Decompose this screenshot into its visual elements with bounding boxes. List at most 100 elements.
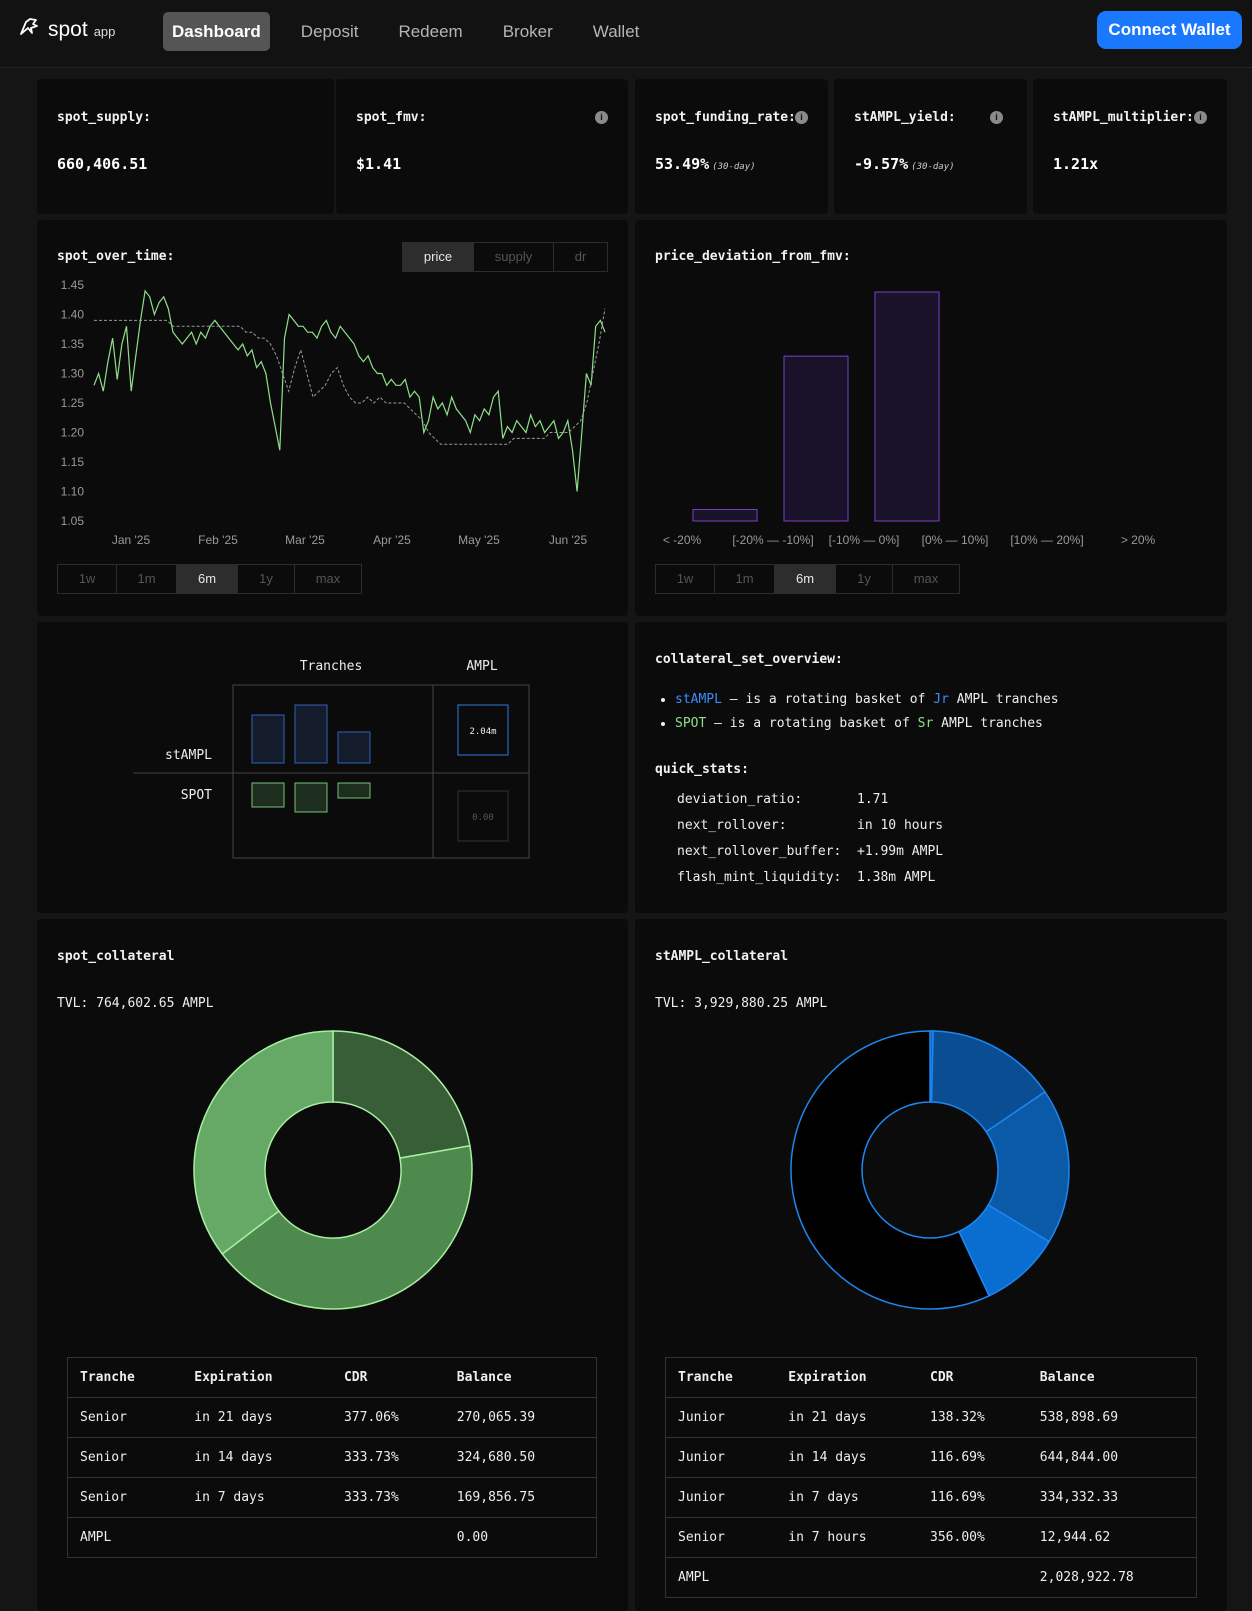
info-icon[interactable]: i — [1194, 111, 1207, 124]
table-cell — [918, 1557, 1028, 1598]
nav-link-broker[interactable]: Broker — [502, 22, 553, 41]
y-tick-label: 1.40 — [61, 308, 85, 322]
x-tick-label: Jan '25 — [112, 533, 151, 547]
deviation-bar-chart: < -20% [-20% — -10%] [-10% — 0%] [0% — 10%]… — [663, 291, 1156, 547]
tab-1m[interactable]: 1m — [715, 565, 775, 593]
tab-supply[interactable]: supply — [474, 243, 554, 271]
y-tick-label: 1.15 — [61, 455, 85, 469]
table-cell: 116.69% — [918, 1437, 1028, 1478]
table-header-row: Tranche Expiration CDR Balance — [67, 1357, 597, 1398]
tab-max[interactable]: max — [913, 571, 939, 586]
top-nav: spot app Dashboard Deposit Redeem Broker Wal… — [0, 0, 1252, 68]
token-name: stAMPL — [675, 692, 722, 707]
column-header: CDR — [331, 1357, 445, 1398]
quick-stat-key: next_rollover_buffer: — [677, 844, 842, 859]
x-tick-label: [-20% — -10%] — [732, 533, 813, 547]
table-cell: 334,332.33 — [1027, 1477, 1197, 1518]
stat-label: spot_fmv: — [356, 110, 427, 125]
table-cell: in 7 days — [182, 1477, 332, 1518]
connect-wallet-button[interactable]: Connect Wallet — [1097, 11, 1242, 49]
spot-collateral-card: spot_collateral TVL: 764,602.65 AMPL Tra… — [37, 919, 628, 1611]
table-row: Senior in 21 days 377.06% 270,065.39 — [67, 1397, 597, 1438]
table-cell: Senior — [67, 1477, 183, 1518]
tab-6m[interactable]: 6m — [775, 565, 836, 593]
nav-link-redeem[interactable]: Redeem — [398, 22, 463, 41]
tab-1y[interactable]: 1y — [836, 565, 893, 593]
nav-link-dashboard[interactable]: Dashboard — [163, 12, 270, 51]
info-icon[interactable]: i — [595, 111, 608, 124]
info-icon[interactable]: i — [795, 111, 808, 124]
deviation-range-tabs: 1w 1m 6m 1y max — [655, 564, 960, 594]
table-cell: AMPL — [665, 1557, 777, 1598]
stampl-tranche-bar — [251, 714, 285, 764]
y-tick-label: 1.20 — [61, 426, 85, 440]
tab-dr[interactable]: dr — [574, 249, 587, 264]
overview-item: SPOT — is a rotating basket of Sr AMPL t… — [675, 716, 1059, 731]
tab-max[interactable]: max — [315, 571, 341, 586]
stampl-ampl-value: 2.04m — [469, 727, 496, 737]
logo[interactable]: spot app — [18, 14, 115, 42]
quick-stat-key: next_rollover: — [677, 818, 787, 833]
x-tick-label: Apr '25 — [373, 533, 411, 547]
quick-stat-value: +1.99m AMPL — [857, 844, 944, 859]
column-header: Tranche — [67, 1357, 183, 1398]
table-row: Junior in 14 days 116.69% 644,844.00 — [665, 1437, 1197, 1478]
table-cell: 538,898.69 — [1027, 1397, 1197, 1438]
spot-donut-chart — [193, 1030, 473, 1310]
table-cell: 324,680.50 — [444, 1437, 597, 1478]
stat-card: stAMPL_multiplier: 1.21x i — [1033, 79, 1227, 214]
table-cell: 270,065.39 — [444, 1397, 597, 1438]
tab-1y[interactable]: 1y — [238, 565, 295, 593]
x-tick-label: May '25 — [458, 533, 500, 547]
nav-link-deposit[interactable]: Deposit — [300, 22, 359, 41]
stampl-tranche-bar — [337, 731, 371, 764]
column-header: Expiration — [776, 1357, 919, 1398]
tab-6m[interactable]: 6m — [177, 565, 238, 593]
quick-stat-row: next_rollover_buffer: +1.99m AMPL — [677, 844, 943, 859]
table-cell: 333.73% — [331, 1477, 445, 1518]
stat-value: -9.57% (30-day) — [854, 155, 955, 173]
spot-line-chart: 1.45 1.40 1.35 1.30 1.25 1.20 1.15 1.10 1.05 Jan … — [61, 278, 606, 547]
logo-sub: app — [93, 24, 116, 39]
y-tick-label: 1.10 — [61, 485, 85, 499]
stat-label: spot_supply: — [57, 110, 151, 125]
x-tick-label: Mar '25 — [285, 533, 325, 547]
stat-label: stAMPL_yield: — [854, 110, 956, 125]
column-header: Balance — [1027, 1357, 1197, 1398]
x-tick-label: > 20% — [1121, 533, 1156, 547]
stat-value: 53.49% (30-day) — [655, 155, 756, 173]
tab-1m[interactable]: 1m — [117, 565, 177, 593]
stat-value: 1.21x — [1053, 155, 1099, 173]
table-cell: in 21 days — [182, 1397, 332, 1438]
nav-link-wallet[interactable]: Wallet — [592, 22, 640, 41]
stat-note: (30-day) — [712, 162, 756, 172]
x-tick-label: Feb '25 — [198, 533, 238, 547]
y-tick-label: 1.25 — [61, 396, 85, 410]
column-header: Tranche — [665, 1357, 777, 1398]
table-cell: 12,944.62 — [1027, 1517, 1197, 1558]
x-tick-label: Jun '25 — [549, 533, 588, 547]
y-tick-label: 1.35 — [61, 337, 85, 351]
series-line — [94, 308, 606, 445]
x-tick-label: [10% — 20%] — [1010, 533, 1083, 547]
table-row: Senior in 7 days 333.73% 169,856.75 — [67, 1477, 597, 1518]
y-tick-label: 1.45 — [61, 278, 85, 292]
info-icon[interactable]: i — [990, 111, 1003, 124]
quick-stat-value: 1.71 — [857, 792, 889, 807]
table-cell: Junior — [665, 1397, 777, 1438]
table-cell — [182, 1517, 332, 1558]
stampl-collateral-card: stAMPL_collateral TVL: 3,929,880.25 AMPL… — [635, 919, 1227, 1611]
tab-price[interactable]: price — [403, 243, 474, 271]
tab-1w[interactable]: 1w — [58, 565, 117, 593]
stat-label: stAMPL_multiplier: — [1053, 110, 1194, 125]
stampl-row-label: stAMPL — [165, 748, 212, 763]
spot-over-time-card: spot_over_time: price supply dr 1.45 1.40 1.… — [37, 220, 628, 616]
table-cell: 138.32% — [918, 1397, 1028, 1438]
table-cell: Junior — [665, 1477, 777, 1518]
spot-ampl-value: 0.00 — [472, 813, 494, 823]
spot-tranche-bar — [294, 782, 328, 813]
table-cell: in 14 days — [776, 1437, 919, 1478]
tab-1w[interactable]: 1w — [656, 565, 715, 593]
tranche-kind: Jr — [933, 692, 949, 707]
spot-tranche-bar — [337, 782, 371, 799]
